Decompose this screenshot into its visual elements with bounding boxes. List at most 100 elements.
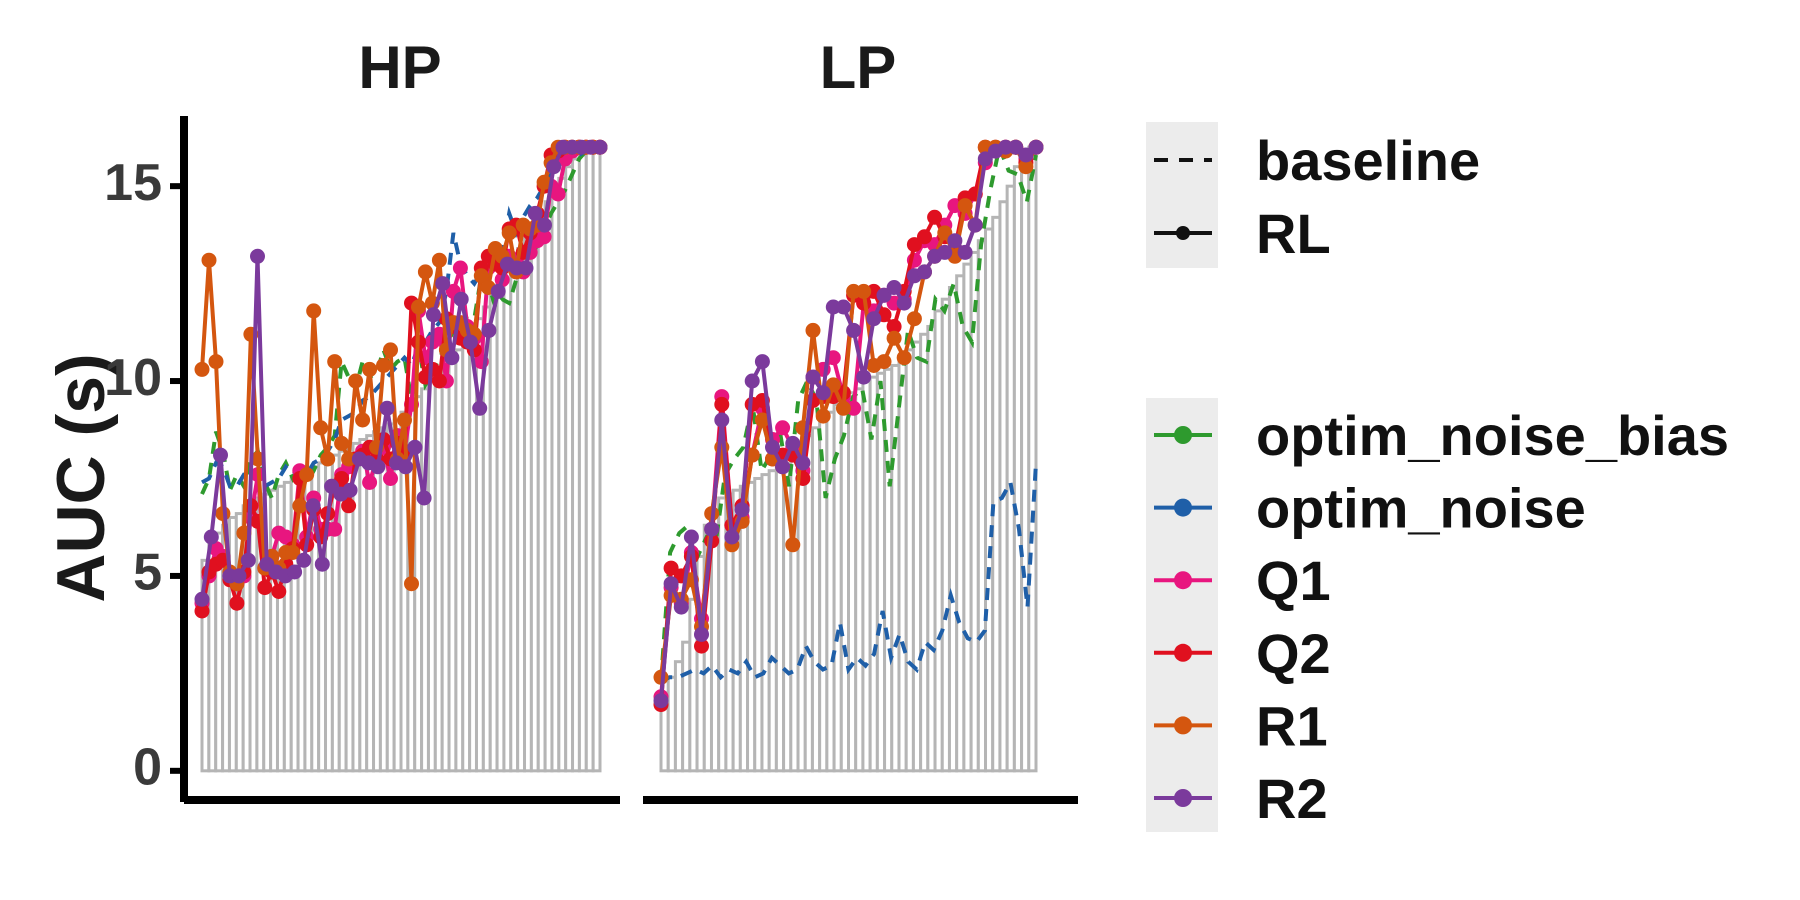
data-point-R2: [453, 291, 469, 307]
data-point-R2: [379, 400, 395, 416]
data-point-R1: [362, 361, 378, 377]
data-point-Q1: [362, 474, 378, 490]
data-point-Q1: [536, 229, 552, 245]
legend-label-optim_noise: optim_noise: [1256, 477, 1586, 540]
series-line-baseline-optim_noise: [660, 462, 1038, 684]
y-tick-label: 0: [133, 739, 162, 797]
legend-linetype: baseline RL: [1146, 122, 1480, 268]
data-point-R2: [876, 287, 892, 303]
data-point-R2: [537, 217, 552, 233]
data-point-R1: [194, 361, 210, 377]
data-point-R2: [314, 556, 330, 572]
data-point-R1: [906, 311, 922, 327]
legend-label-R1: R1: [1256, 694, 1328, 757]
data-point-Q2: [229, 595, 245, 611]
data-point-Q1: [327, 521, 343, 537]
data-point-R2: [977, 151, 993, 167]
data-point-R2: [250, 248, 265, 264]
data-point-R1: [501, 225, 517, 241]
data-point-R2: [775, 459, 791, 475]
data-point-R2: [342, 482, 358, 498]
data-point-R2: [287, 564, 303, 580]
data-point-R1: [825, 377, 841, 393]
panel-hp: [194, 139, 608, 773]
data-point-R1: [815, 408, 831, 424]
data-point-R1: [876, 354, 892, 370]
y-axis: 0 5 10 15: [104, 116, 188, 802]
data-point-R2: [1018, 147, 1034, 163]
data-point-R1: [334, 435, 350, 451]
data-point-R2: [917, 264, 932, 280]
legend-key-Q2-point: [1174, 643, 1192, 662]
y-tick-label: 10: [104, 349, 162, 407]
data-point-R2: [462, 334, 478, 350]
data-point-R1: [208, 354, 224, 370]
data-point-R1: [835, 400, 851, 416]
data-point-R2: [213, 447, 228, 463]
data-point-R1: [201, 252, 217, 268]
data-point-Q1: [775, 420, 791, 436]
data-point-R2: [370, 459, 386, 475]
legend-key-R2-point: [1174, 789, 1192, 807]
legend-label-R2: R2: [1256, 767, 1328, 830]
data-point-Q2: [927, 209, 943, 225]
data-point-R2: [490, 283, 506, 299]
data-point-R2: [398, 459, 414, 475]
data-point-R2: [407, 439, 423, 455]
data-point-R2: [296, 552, 312, 568]
panel-lp: [653, 139, 1044, 773]
data-point-R1: [473, 268, 489, 284]
data-point-R2: [435, 276, 451, 292]
data-point-R2: [527, 205, 543, 221]
data-point-R2: [937, 244, 953, 260]
data-point-R2: [724, 529, 740, 545]
data-point-R1: [957, 198, 973, 214]
data-point-R2: [425, 307, 441, 323]
data-point-R1: [306, 303, 322, 319]
data-point-Q1: [383, 471, 398, 486]
data-point-R2: [744, 373, 760, 389]
data-point-R2: [653, 693, 669, 709]
data-point-R1: [856, 283, 872, 299]
bar: [1027, 145, 1038, 773]
data-point-R2: [1028, 139, 1044, 155]
data-point-R2: [694, 626, 709, 642]
legend-key-Q1-point: [1174, 571, 1192, 590]
data-point-R2: [896, 295, 912, 311]
data-point-R1: [285, 545, 301, 560]
data-point-R1: [417, 264, 433, 280]
data-point-R2: [734, 502, 750, 518]
data-point-Q1: [550, 186, 566, 202]
data-point-R2: [203, 529, 219, 545]
data-point-Q2: [694, 638, 709, 654]
data-point-R1: [886, 330, 902, 346]
data-point-R1: [397, 412, 412, 428]
data-point-R2: [957, 244, 973, 260]
legend-key-optim_noise-point: [1174, 498, 1192, 517]
data-point-Q2: [194, 603, 210, 619]
data-point-R2: [795, 455, 811, 471]
data-point-R2: [663, 576, 679, 592]
data-point-R1: [299, 467, 315, 483]
data-point-R2: [815, 385, 831, 401]
legend-key-rl-point: [1176, 226, 1190, 240]
data-point-R2: [1008, 139, 1024, 155]
data-point-R2: [835, 299, 851, 315]
data-point-R1: [376, 358, 391, 373]
y-tick-label: 5: [133, 544, 162, 602]
data-point-R1: [327, 354, 343, 370]
data-point-R2: [947, 233, 963, 249]
data-point-R2: [866, 311, 882, 327]
data-point-R2: [472, 400, 488, 416]
data-point-R1: [383, 342, 398, 358]
data-point-R2: [967, 217, 983, 233]
legend-color-background: [1146, 398, 1218, 832]
data-point-R2: [805, 369, 821, 385]
data-point-R1: [348, 373, 364, 389]
data-point-R1: [320, 451, 336, 467]
data-point-R2: [546, 159, 562, 175]
data-point-R2: [240, 552, 256, 568]
legend-linetype-background: [1146, 122, 1218, 268]
data-point-Q2: [886, 319, 902, 334]
